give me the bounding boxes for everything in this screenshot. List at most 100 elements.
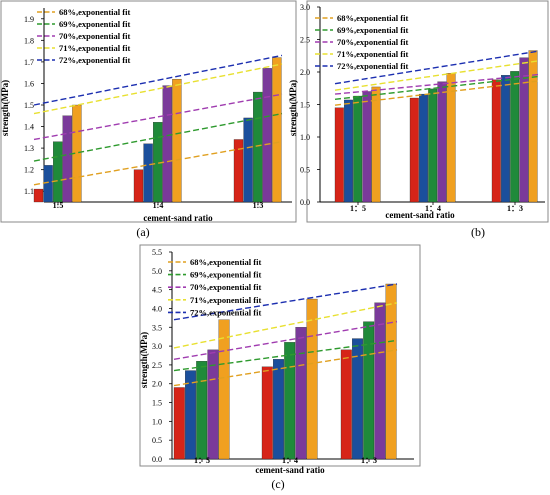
bar-68pct-3 <box>340 349 352 460</box>
bar-68pct-3 <box>491 79 501 203</box>
bar-72pct-2 <box>306 298 318 460</box>
bar-70pct-1 <box>53 141 63 203</box>
y-tick-label: 2.0 <box>152 380 162 389</box>
bar-70pct-3 <box>510 71 520 203</box>
y-tick-label: 1.0 <box>300 133 310 142</box>
bar-71pct-2 <box>295 327 307 460</box>
y-tick-label: 1.5 <box>152 399 162 408</box>
bar-69pct-3 <box>501 75 510 203</box>
y-tick-label: 1.5 <box>24 101 34 110</box>
y-tick-label: 4.5 <box>152 286 162 295</box>
bar-68pct-1 <box>33 188 44 203</box>
x-tick-label: 1：4 <box>282 456 298 465</box>
bar-69pct-2 <box>143 143 153 203</box>
x-tick-label: 1：5 <box>194 456 210 465</box>
x-axis-label: cement-sand ratio <box>385 210 455 220</box>
fit-line-69pct <box>334 75 539 100</box>
bar-72pct-1 <box>218 319 230 460</box>
legend-entry: 70%,exponential fit <box>337 37 408 47</box>
bar-69pct-1 <box>344 99 353 203</box>
panel-caption: (b) <box>471 225 485 239</box>
legend-entry: 71%,exponential fit <box>59 43 130 53</box>
legend-entry: 72%,exponential fit <box>59 55 130 65</box>
bar-71pct-1 <box>62 115 72 203</box>
chart-panel-1: 1.1 1.2 1.3 1.4 1.5 1.6 1.7 1.8 1.9 1:5 1:4 1:3 68%,… <box>0 0 297 239</box>
y-axis-label: strength(MPa) <box>139 332 149 388</box>
bar-70pct-3 <box>253 91 263 203</box>
x-axis-label: cement-sand ratio <box>255 465 325 475</box>
y-tick-label: 1.5 <box>300 101 310 110</box>
fit-line-70pct <box>33 93 283 141</box>
bar-71pct-1 <box>207 349 219 460</box>
bar-68pct-3 <box>233 139 244 203</box>
bar-72pct-3 <box>385 283 397 460</box>
bar-68pct-2 <box>133 169 144 203</box>
bar-69pct-3 <box>352 338 363 460</box>
legend-entry: 70%,exponential fit <box>190 282 261 292</box>
y-tick-label: 5.5 <box>152 248 162 257</box>
fit-line-68pct <box>33 140 283 186</box>
y-tick-label: 3.0 <box>152 342 162 351</box>
bar-69pct-3 <box>243 117 253 203</box>
bar-71pct-2 <box>162 85 172 203</box>
bar-69pct-2 <box>419 93 428 203</box>
legend-entry: 72%,exponential fit <box>337 61 408 71</box>
legend-entry: 68%,exponential fit <box>59 7 130 17</box>
bar-69pct-1 <box>43 165 53 203</box>
x-tick-label: 1：3 <box>507 204 523 213</box>
y-tick-label: 1.9 <box>24 15 34 24</box>
y-tick-label: 1.8 <box>24 36 34 45</box>
bar-72pct-3 <box>528 50 538 203</box>
fit-line-70pct <box>173 320 398 360</box>
legend-entry: 69%,exponential fit <box>190 270 261 280</box>
fit-line-71pct <box>33 63 283 115</box>
fit-line-72pct <box>334 50 539 85</box>
bar-69pct-2 <box>273 359 284 460</box>
y-tick-label: 1.0 <box>152 417 162 426</box>
bar-68pct-1 <box>173 387 185 460</box>
legend-entry: 68%,exponential fit <box>190 257 261 267</box>
bar-71pct-3 <box>374 302 386 460</box>
x-tick-label: 1：4 <box>425 204 441 213</box>
fit-line-71pct <box>173 302 398 349</box>
bar-72pct-2 <box>172 78 182 203</box>
fit-line-70pct <box>334 73 539 95</box>
bar-70pct-1 <box>353 95 363 203</box>
legend-entry: 71%,exponential fit <box>190 295 261 305</box>
bar-70pct-2 <box>284 342 296 460</box>
fit-line-72pct <box>33 54 283 106</box>
bar-71pct-3 <box>262 68 272 203</box>
legend-entry: 71%,exponential fit <box>337 49 408 59</box>
bar-72pct-2 <box>446 73 456 203</box>
y-tick-label: 2.0 <box>300 68 310 77</box>
fit-line-68pct <box>334 80 539 106</box>
x-tick-label: 1：5 <box>350 204 366 213</box>
fit-line-68pct <box>173 349 398 387</box>
x-tick-label: 1：3 <box>361 456 377 465</box>
panel-caption: (c) <box>271 477 284 491</box>
bar-70pct-1 <box>196 360 208 460</box>
y-tick-label: 2.5 <box>300 36 310 45</box>
bar-71pct-3 <box>519 57 529 203</box>
y-axis-label: strength(MPa) <box>0 80 10 136</box>
chart-panel-3: 0.0 0.5 1.0 1.5 2.0 2.5 3.0 3.5 4.0 4.5 5.0 5.5 1：5 1… <box>139 244 421 491</box>
bar-68pct-2 <box>409 97 419 203</box>
bar-69pct-1 <box>185 370 196 460</box>
bar-71pct-2 <box>437 81 447 203</box>
y-tick-label: 0.0 <box>300 198 310 207</box>
legend-entry: 68%,exponential fit <box>337 13 408 23</box>
panel-frame <box>306 0 549 223</box>
panel-caption: (a) <box>136 225 149 239</box>
legend-entry: 69%,exponential fit <box>59 19 130 29</box>
y-tick-label: 1.7 <box>24 58 34 67</box>
x-axis-label: cement-sand ratio <box>143 213 213 223</box>
y-tick-label: 3.0 <box>300 3 310 12</box>
y-tick-label: 1.2 <box>24 166 34 175</box>
y-tick-label: 1.6 <box>24 79 34 88</box>
bar-70pct-3 <box>363 321 375 460</box>
legend-entry: 70%,exponential fit <box>59 31 130 41</box>
bar-72pct-3 <box>272 57 282 203</box>
bar-68pct-2 <box>261 366 273 460</box>
chart-panel-2: 0.0 0.5 1.0 1.5 2.0 2.5 3.0 1：5 1：4 1：3 68%,expone… <box>288 0 549 239</box>
